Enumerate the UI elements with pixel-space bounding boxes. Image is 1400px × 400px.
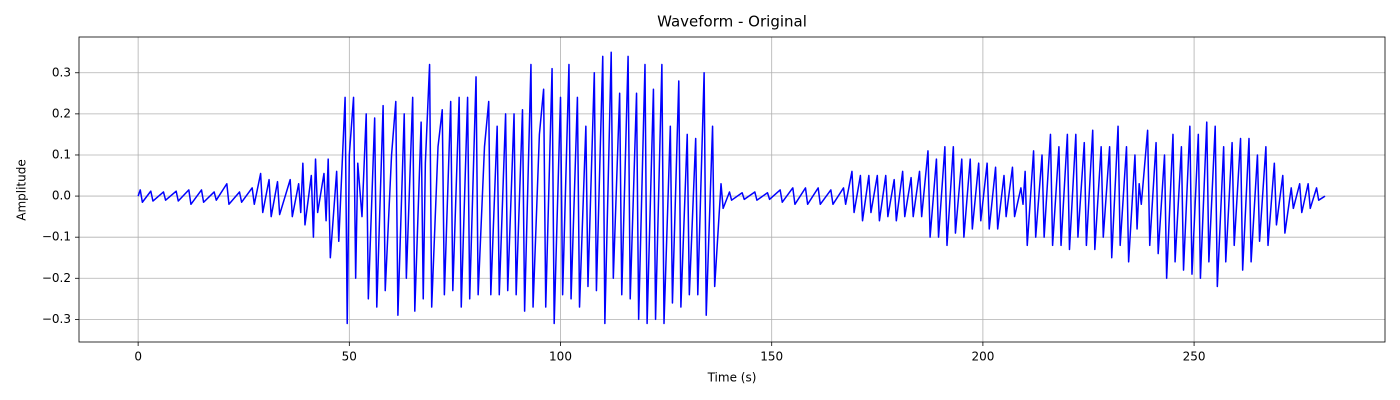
y-tick-label: 0.1: [52, 147, 71, 161]
y-tick-label: −0.3: [42, 312, 71, 326]
x-tick-label: 250: [1183, 350, 1206, 364]
y-axis-label: Amplitude: [15, 159, 29, 221]
y-tick-label: 0.2: [52, 106, 71, 120]
x-tick-label: 150: [760, 350, 783, 364]
x-axis-label: Time (s): [707, 371, 757, 385]
chart-title: Waveform - Original: [657, 13, 807, 31]
waveform-line: [137, 51, 1326, 325]
x-tick-label: 200: [971, 350, 994, 364]
x-tick-label: 0: [134, 350, 142, 364]
y-tick-label: −0.1: [42, 230, 71, 244]
plot-frame: [78, 36, 1386, 343]
y-tick-label: −0.2: [42, 271, 71, 285]
x-tick-label: 50: [342, 350, 357, 364]
y-tick-label: 0.3: [52, 65, 71, 79]
y-tick-label: 0.0: [52, 189, 71, 203]
x-tick-label: 100: [549, 350, 572, 364]
